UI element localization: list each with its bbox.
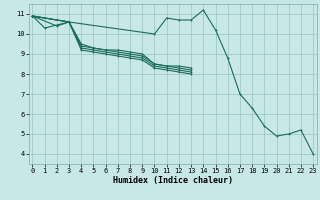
X-axis label: Humidex (Indice chaleur): Humidex (Indice chaleur) (113, 176, 233, 185)
